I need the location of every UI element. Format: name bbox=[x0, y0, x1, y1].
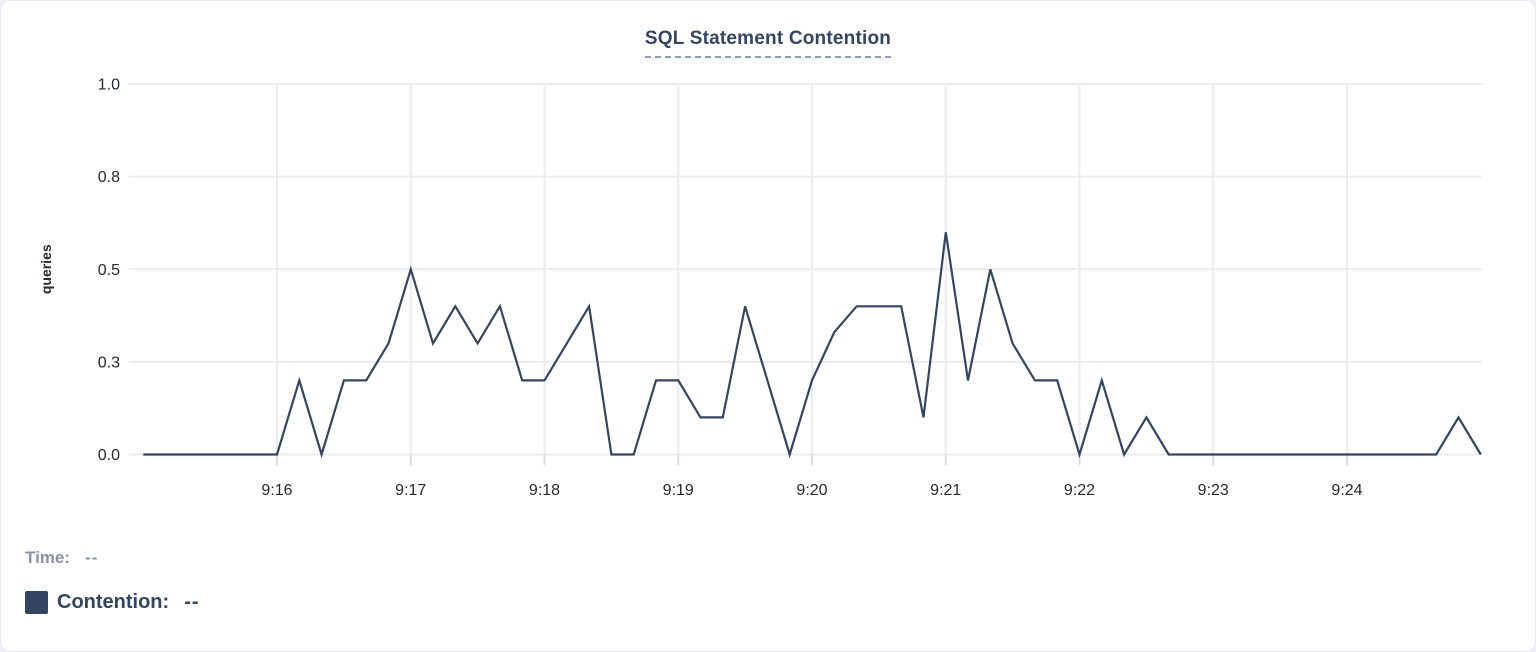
y-tick-label: 0.0 bbox=[98, 447, 120, 464]
time-label: Time: bbox=[25, 548, 71, 567]
y-tick-label: 0.8 bbox=[98, 169, 120, 186]
x-tick-label: 9:20 bbox=[796, 482, 827, 499]
contention-value: -- bbox=[184, 590, 200, 613]
y-tick-label: 1.0 bbox=[98, 77, 120, 94]
x-tick-label: 9:18 bbox=[529, 482, 560, 499]
x-tick-label: 9:16 bbox=[261, 482, 292, 499]
x-tick-label: 9:21 bbox=[930, 482, 961, 499]
series-line-contention bbox=[143, 232, 1482, 459]
y-axis-title: queries bbox=[38, 244, 54, 294]
x-tick-label: 9:23 bbox=[1198, 482, 1229, 499]
contention-chart[interactable]: 0.0 0.3 0.5 0.8 1.0 9:16 9:17 9:18 9:19 9:20 9:21 9… bbox=[1, 1, 1536, 531]
y-tick-label: 0.5 bbox=[98, 262, 120, 279]
x-tick-label: 9:24 bbox=[1331, 482, 1362, 499]
x-tick-label: 9:22 bbox=[1064, 482, 1095, 499]
x-tick-label: 9:19 bbox=[663, 482, 694, 499]
contention-swatch-icon bbox=[25, 590, 48, 614]
legend-time-row: Time: -- bbox=[25, 545, 200, 571]
time-value: -- bbox=[85, 548, 99, 567]
x-tick-label: 9:17 bbox=[395, 482, 426, 499]
y-tick-label: 0.3 bbox=[98, 354, 120, 371]
chart-header: SQL Statement Contention bbox=[1, 28, 1535, 58]
contention-label: Contention: bbox=[57, 590, 170, 613]
legend-contention-row: Contention: -- bbox=[25, 588, 200, 616]
legend: Time: -- Contention: -- bbox=[25, 545, 200, 616]
chart-title[interactable]: SQL Statement Contention bbox=[644, 28, 892, 58]
